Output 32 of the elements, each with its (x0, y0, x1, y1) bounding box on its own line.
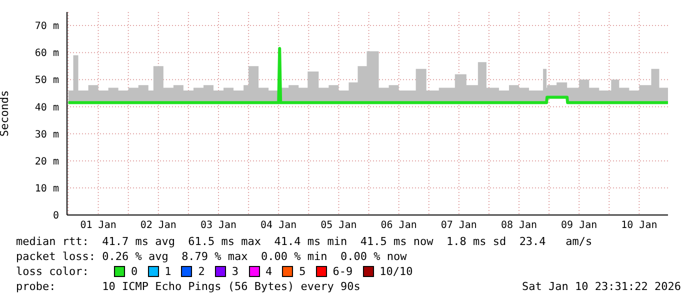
x-tick-label: 01 Jan (80, 220, 116, 232)
x-tick-label: 03 Jan (200, 220, 237, 232)
legend-label: 10/10 (380, 264, 413, 279)
text: packet loss: 0.26 % avg 8.79 % max 0.00 % min 0.00 % now (16, 249, 408, 264)
y-tick-label: 40 m (34, 102, 59, 114)
text: Sat Jan 10 23:31:22 2026 (522, 279, 681, 294)
legend-label: 1 (164, 264, 172, 279)
x-tick-label: 04 Jan (260, 220, 297, 232)
legend-label: 0 (131, 264, 138, 279)
text: median rtt: 41.7 ms avg 61.5 ms max 41.4 ms min 41.5 ms now 1.8 ms sd 23.4 am/s (16, 234, 592, 249)
y-tick-label: 60 m (34, 48, 59, 60)
y-tick-label: 20 m (34, 156, 59, 168)
x-tick-label: 05 Jan (320, 220, 357, 232)
legend-title: loss color: (16, 264, 90, 279)
text: probe: 10 ICMP Echo Pings (56 Bytes) every 90s (16, 280, 360, 293)
x-tick-label: 09 Jan (561, 220, 598, 232)
x-tick-label: 10 Jan (621, 220, 658, 232)
y-axis-title: Seconds (0, 90, 11, 137)
x-tick-label: 08 Jan (500, 220, 538, 232)
x-tick-label: 02 Jan (140, 220, 176, 232)
legend-label: 4 (266, 264, 272, 279)
legend-label: 6-9 (332, 264, 353, 279)
legend-label: 3 (232, 264, 238, 279)
y-tick-label: 70 m (34, 21, 59, 32)
x-tick-label: 06 Jan (380, 220, 417, 232)
y-tick-label: 10 m (34, 183, 59, 194)
x-tick-label: 07 Jan (440, 220, 477, 232)
legend-label: 2 (198, 264, 205, 279)
y-tick-label: 50 m (34, 75, 59, 86)
y-tick-label: 0 (52, 210, 59, 222)
y-tick-label: 30 m (34, 129, 59, 140)
legend-label: 5 (299, 264, 306, 279)
